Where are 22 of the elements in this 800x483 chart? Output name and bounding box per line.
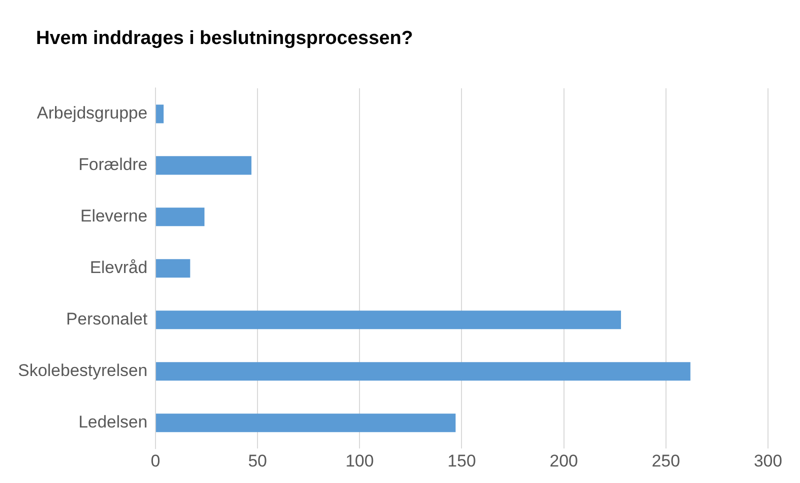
y-tick-label: Eleverne <box>80 206 148 226</box>
bar <box>156 362 690 381</box>
x-tick-label: 100 <box>345 451 374 470</box>
y-tick-label: Arbejdsgruppe <box>36 104 148 123</box>
x-tick-label: 250 <box>652 451 680 470</box>
x-tick-label: 200 <box>550 451 578 470</box>
x-tick-label: 150 <box>448 451 476 470</box>
x-tick-label: 50 <box>248 451 268 470</box>
y-tick-label: Forældre <box>78 155 148 174</box>
y-tick-label: Ledelsen <box>78 412 148 432</box>
x-tick-label: 300 <box>754 451 782 470</box>
x-tick-label: 0 <box>150 451 160 470</box>
bar <box>156 259 190 278</box>
bar <box>156 156 252 175</box>
bar <box>156 414 456 432</box>
y-tick-label: Skolebestyrelsen <box>18 361 148 380</box>
y-tick-label: Elevråd <box>90 258 148 278</box>
y-tick-label: Personalet <box>66 310 148 329</box>
bar <box>156 310 621 330</box>
chart-title: Hvem inddrages i beslutningsprocessen? <box>36 28 413 50</box>
bar <box>156 104 164 124</box>
bar <box>156 208 204 226</box>
